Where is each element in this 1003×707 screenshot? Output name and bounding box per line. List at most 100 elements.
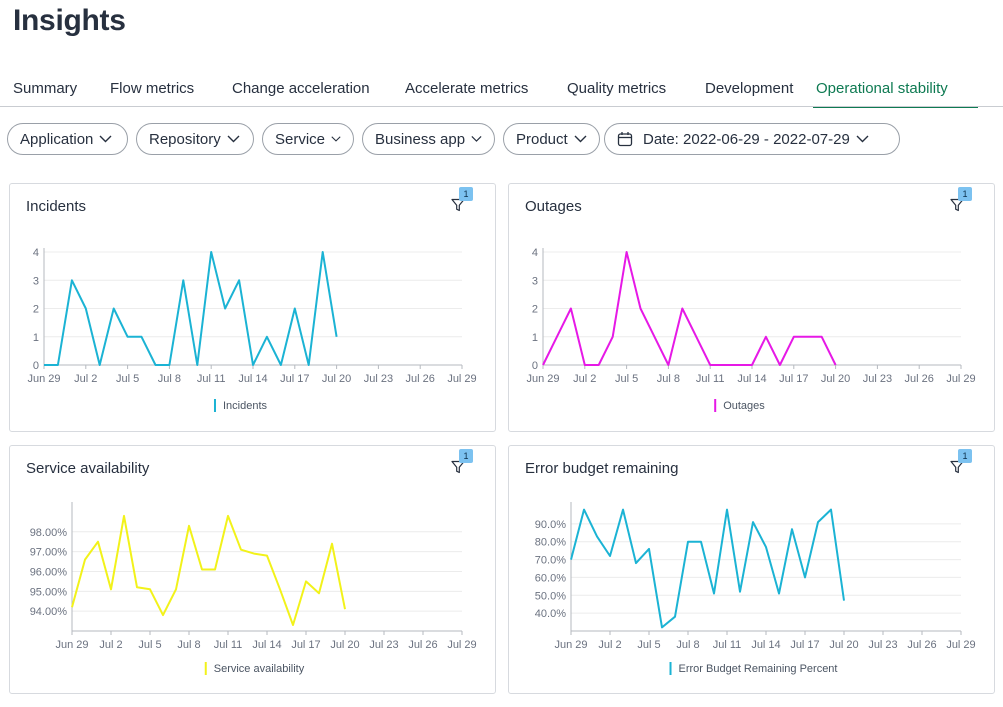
outages-chart: 0 1 2 3 4 Jun 29 Jul 2 Jul 5 Jul 8 Jul 11 Jul 14 Ju… [526,247,976,412]
x-tick-label: Jul 17 [779,373,808,385]
series-line [542,251,837,366]
tab-accelerate-metrics[interactable]: Accelerate metrics [405,80,529,97]
business-app-filter[interactable]: Business app [362,123,495,155]
tab-development[interactable]: Development [705,80,794,97]
x-tick-label: Jun 29 [554,639,587,651]
x-tick-label: Jul 5 [637,639,660,651]
y-tick-label: 90.0% [535,519,566,531]
y-tick-label: 2 [532,304,538,316]
x-tick-label: Jul 14 [737,373,766,385]
service-filter-label: Service [275,130,326,148]
legend-swatch [213,399,216,412]
x-tick-label: Jul 29 [447,639,476,651]
x-tick-label: Jul 23 [369,639,398,651]
card-title: Service availability [26,460,150,477]
date-range-filter[interactable]: Date: 2022-06-29 - 2022-07-29 [604,123,900,155]
card-filter-button[interactable]: 1 [451,449,473,480]
date-range-label: Date: 2022-06-29 - 2022-07-29 [643,130,850,148]
y-tick-label: 1 [33,332,39,344]
x-tick-label: Jul 14 [238,373,267,385]
filter-count-badge: 1 [459,449,473,463]
chevron-down-icon [227,135,240,143]
y-tick-label: 3 [33,275,39,287]
card-filter-button[interactable]: 1 [451,187,473,218]
repository-filter-label: Repository [149,130,221,148]
x-tick-label: Jul 5 [138,639,161,651]
x-tick-label: Jul 2 [74,373,97,385]
repository-filter[interactable]: Repository [136,123,254,155]
filter-count-badge: 1 [459,187,473,201]
card-filter-button[interactable]: 1 [950,449,972,480]
x-tick-label: Jul 20 [829,639,858,651]
y-tick-label: 80.0% [535,537,566,549]
x-tick-label: Jul 23 [863,373,892,385]
legend-label: Error Budget Remaining Percent [679,663,838,675]
y-tick-label: 96.00% [30,566,68,578]
x-tick-label: Jun 29 [55,639,88,651]
outages-card: Outages 1 0 1 2 3 4 Jun 29 Jul 2 Jul 5 Jul 8 Jul … [508,183,995,432]
y-tick-label: 95.00% [30,586,68,598]
tab-bar: Summary Flow metrics Change acceleration… [0,80,1003,108]
calendar-icon [617,132,633,147]
x-tick-label: Jul 20 [821,373,850,385]
error-budget-chart: 40.0% 50.0% 60.0% 70.0% 80.0% 90.0% Jun 29 Jul … [535,502,976,675]
x-tick-label: Jul 11 [713,639,742,651]
x-tick-label: Jul 5 [116,373,139,385]
tab-summary[interactable]: Summary [13,80,78,97]
x-tick-label: Jul 26 [905,373,934,385]
y-tick-label: 98.00% [30,527,68,539]
y-tick-label: 70.0% [535,555,566,567]
tab-operational-stability[interactable]: Operational stability [813,80,978,108]
x-tick-label: Jul 11 [214,639,243,651]
chevron-down-icon [856,135,869,143]
y-tick-label: 4 [532,247,538,259]
y-tick-label: 1 [532,332,538,344]
x-tick-label: Jul 14 [252,639,281,651]
y-tick-label: 2 [33,304,39,316]
business-app-filter-label: Business app [375,130,466,148]
error-budget-card: Error budget remaining 1 40.0% 50.0% 60.0%… [508,445,995,694]
y-tick-label: 94.00% [30,606,68,618]
application-filter[interactable]: Application [7,123,128,155]
x-tick-label: Jul 23 [364,373,393,385]
x-tick-label: Jul 2 [99,639,122,651]
service-availability-card: Service availability 1 94.00% 95.00% 96.00… [9,445,496,694]
product-filter[interactable]: Product [503,123,600,155]
x-tick-label: Jul 2 [573,373,596,385]
x-tick-label: Jul 14 [751,639,780,651]
application-filter-label: Application [20,130,94,148]
x-tick-label: Jul 29 [946,373,975,385]
series-line [44,251,338,366]
x-tick-label: Jul 17 [291,639,320,651]
y-tick-label: 40.0% [535,608,566,620]
x-tick-label: Jul 26 [907,639,936,651]
card-title: Incidents [26,198,87,215]
tab-flow-metrics[interactable]: Flow metrics [110,80,195,97]
x-tick-label: Jul 8 [657,373,680,385]
x-tick-label: Jul 8 [676,639,699,651]
x-tick-label: Jul 17 [790,639,819,651]
y-tick-label: 50.0% [535,590,566,602]
series-line [570,508,845,629]
legend-swatch [204,662,207,675]
x-tick-label: Jun 29 [27,373,60,385]
y-tick-label: 97.00% [30,547,68,559]
x-tick-label: Jul 11 [197,373,226,385]
chevron-down-icon [471,136,482,142]
tab-change-acceleration[interactable]: Change acceleration [232,80,370,97]
series-line [71,514,346,626]
card-title: Error budget remaining [525,460,679,477]
card-filter-button[interactable]: 1 [950,187,972,218]
x-tick-label: Jul 20 [330,639,359,651]
x-tick-label: Jul 11 [696,373,725,385]
service-filter[interactable]: Service [262,123,354,155]
x-tick-label: Jul 23 [868,639,897,651]
chevron-down-icon [574,135,587,143]
incidents-card: Incidents 1 0 1 2 3 4 Jun 29 Jul 2 Jul 5 Jul 8 Ju… [9,183,496,432]
page-title: Insights [13,4,126,37]
filter-count-badge: 1 [958,449,972,463]
x-tick-label: Jul 17 [280,373,309,385]
legend-label: Outages [723,400,765,412]
y-tick-label: 60.0% [535,572,566,584]
tab-quality-metrics[interactable]: Quality metrics [567,80,667,97]
